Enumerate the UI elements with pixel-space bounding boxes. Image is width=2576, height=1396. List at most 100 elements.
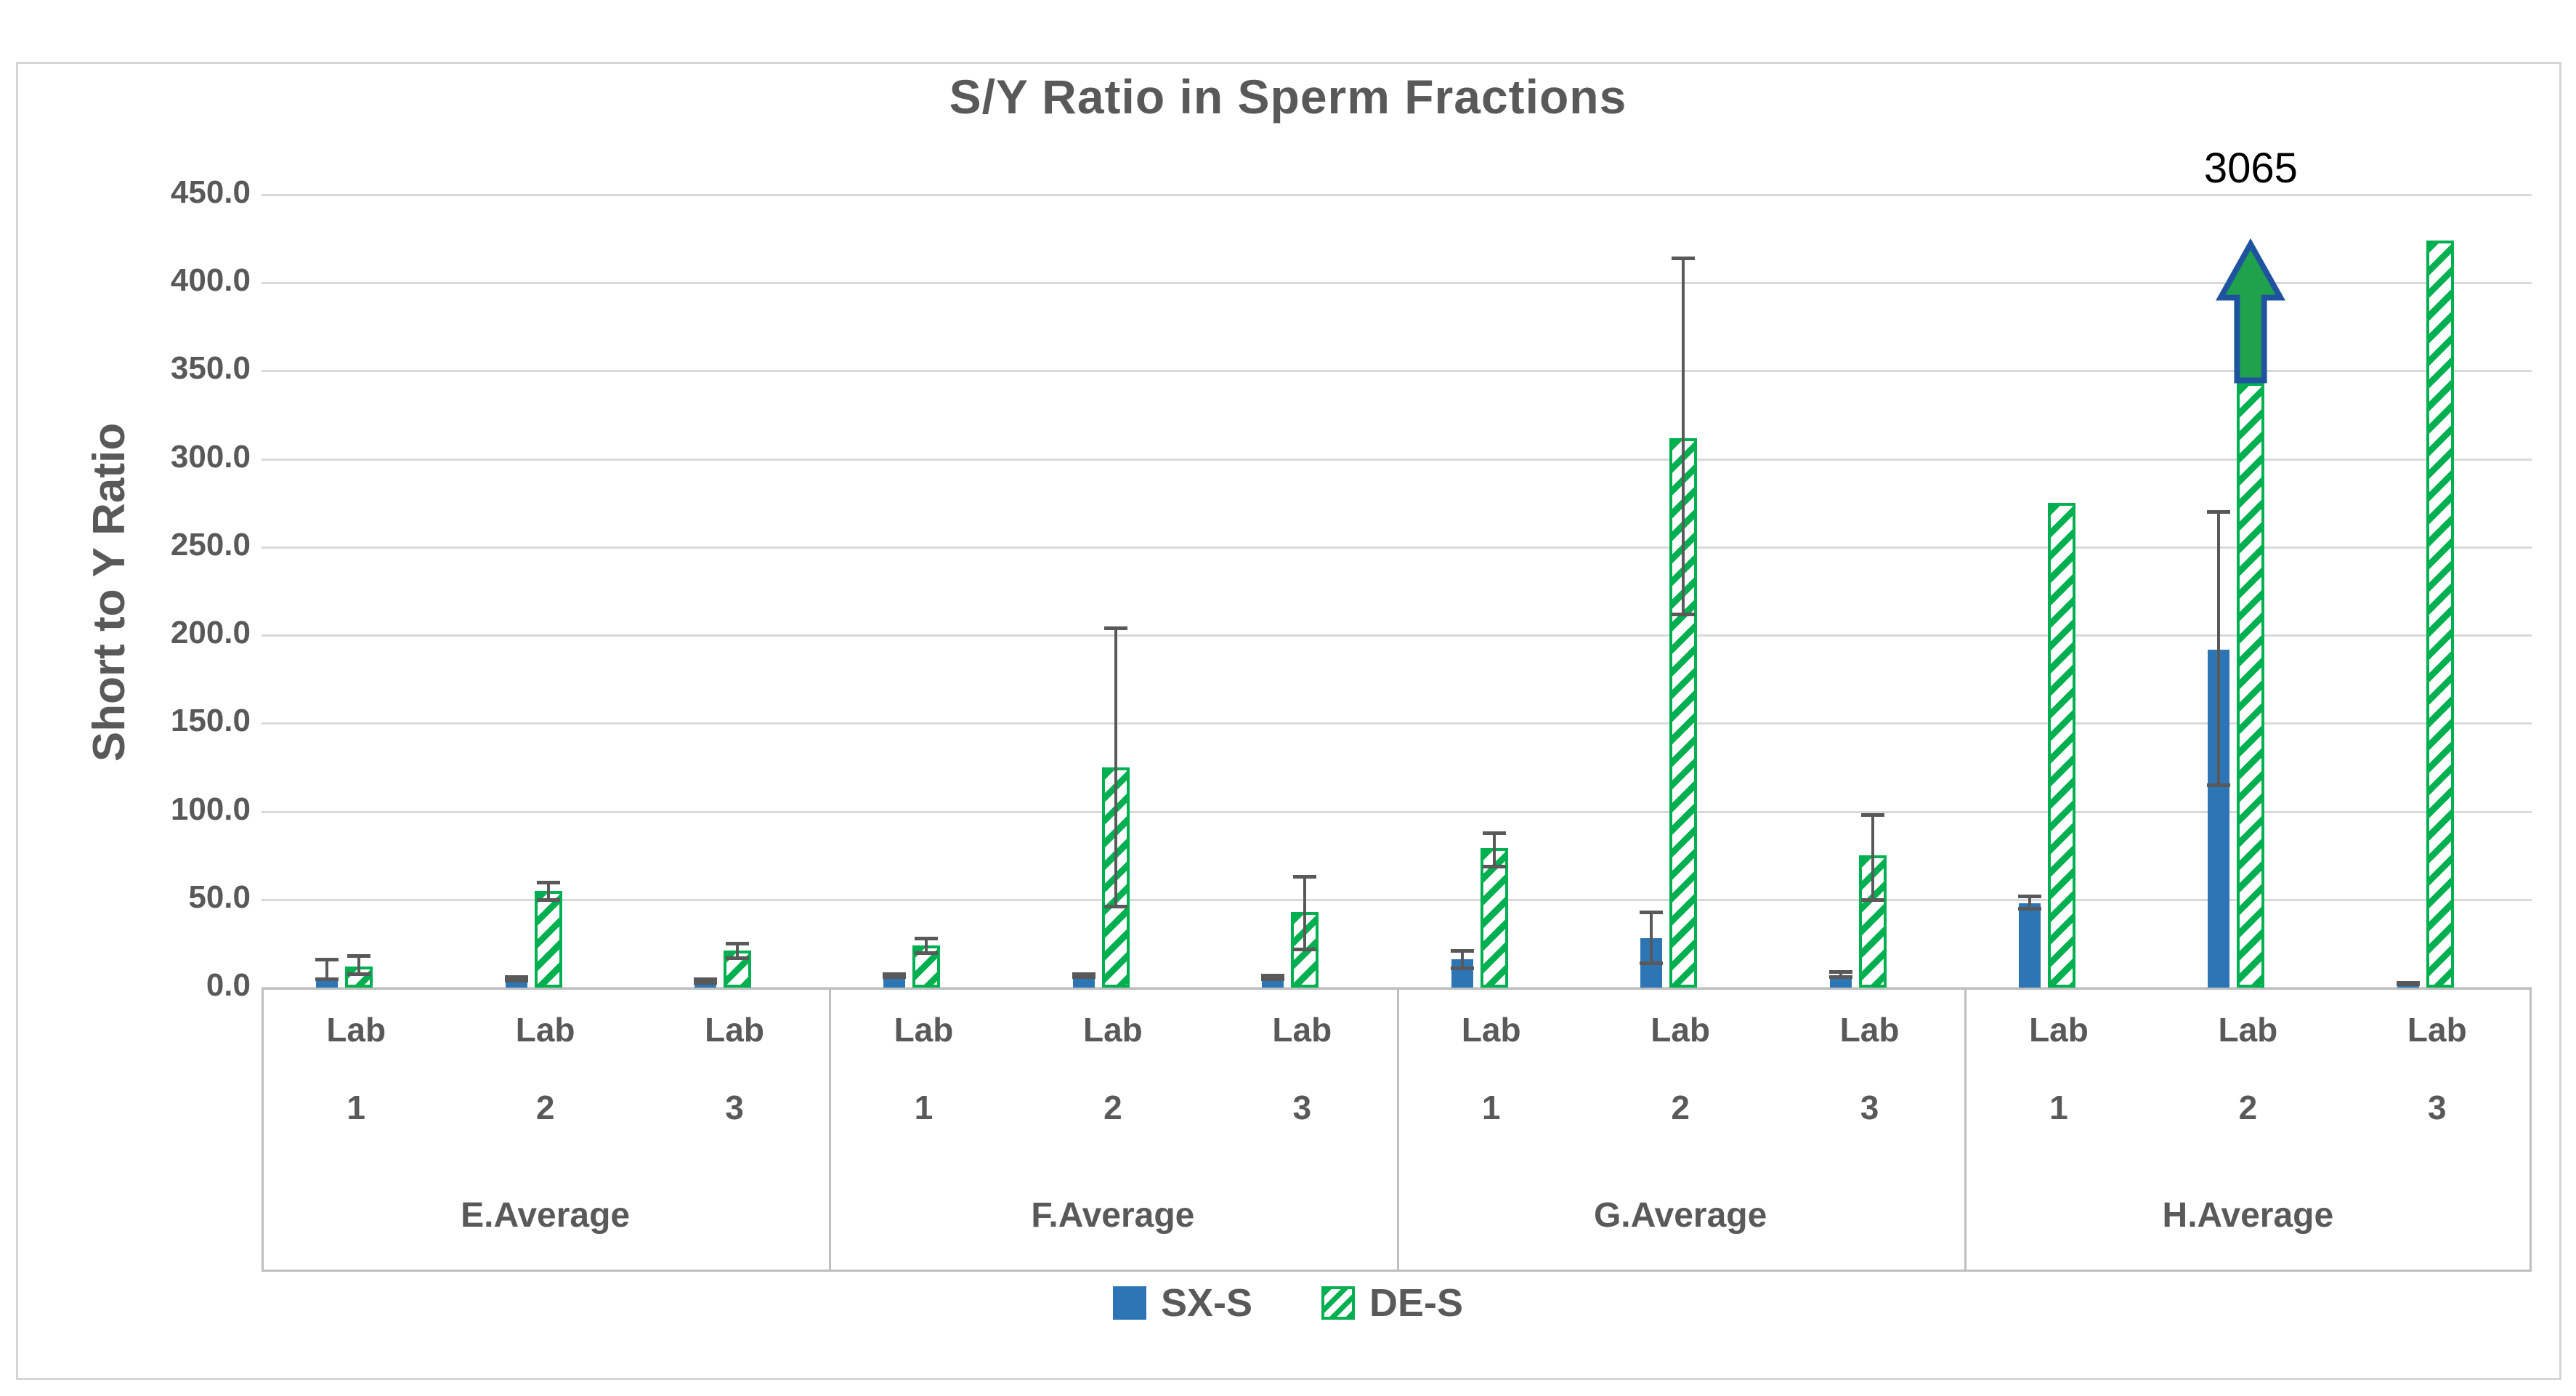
error-bar [1839,972,1842,977]
error-bar-cap [1450,949,1474,953]
group-label: E.Average [461,1196,631,1235]
group-divider [829,988,832,1272]
bar-de-s [1480,848,1508,988]
bar-sx-s [1072,977,1095,988]
bar-sx-s [316,980,339,988]
error-bar-cap [1828,975,1852,980]
error-bar-cap [504,979,528,983]
lab-label: Lab 1 [1461,1011,1521,1126]
y-tick-label: 250.0 [170,526,251,562]
group-label: F.Average [1031,1196,1195,1235]
lab-label: Lab 2 [515,1011,575,1126]
de-s-swatch-icon [1321,1286,1356,1320]
gridline [262,458,2532,461]
error-bar-cap [1072,972,1095,976]
error-bar-cap [347,954,371,959]
error-bar-cap [726,956,750,960]
error-bar [325,959,329,979]
chart-title: S/Y Ratio in Sperm Fractions [949,70,1627,124]
error-bar-cap [1640,961,1664,966]
y-tick-label: 150.0 [170,703,251,739]
lab-label: Lab 3 [705,1011,764,1126]
legend-item-de-s: DE-S [1321,1280,1463,1326]
error-bar-cap [1450,967,1474,971]
lab-label: Lab 2 [2218,1011,2278,1126]
error-bar [1650,911,1653,964]
error-bar-cap [915,937,939,941]
error-bar-cap [1103,626,1127,631]
error-bar-cap [1072,975,1095,980]
error-bar-cap [694,980,718,985]
error-bar-cap [2017,906,2041,911]
error-bar-cap [883,975,907,980]
legend-label-de-s: DE-S [1369,1281,1464,1325]
y-tick-label: 0.0 [206,967,251,1003]
error-bar-cap [1672,257,1696,261]
legend-item-sx-s: SX-S [1112,1280,1253,1326]
bar-sx-s [694,982,717,988]
sx-s-swatch-icon [1112,1286,1146,1320]
off-scale-value-label: 3065 [2203,145,2298,192]
bar-sx-s [883,977,906,988]
chart-frame [16,62,2561,1380]
gridline [262,546,2532,549]
off-scale-arrow-icon [2216,238,2286,384]
y-tick-label: 350.0 [170,350,251,387]
error-bar-cap [2207,510,2231,515]
error-bar-cap [726,942,750,946]
group-divider [1396,988,1399,1272]
lab-label: Lab 3 [1272,1011,1332,1126]
error-bar-cap [694,977,718,981]
y-tick-label: 50.0 [188,879,251,915]
bar-de-s [2426,241,2454,988]
bar-de-s [2047,503,2075,988]
gridline [262,810,2532,813]
group-label: H.Average [2162,1196,2334,1235]
error-bar-cap [883,972,907,976]
error-bar-cap [1293,947,1317,951]
error-bar-cap [1828,970,1852,975]
y-tick-label: 300.0 [170,438,251,475]
error-bar [2028,895,2031,908]
group-divider [1964,988,1967,1272]
gridline [262,282,2532,285]
lab-label: Lab 3 [2407,1011,2467,1126]
y-tick-label: 200.0 [170,615,251,651]
lab-label: Lab 1 [326,1011,386,1126]
error-bar-cap [1103,905,1127,909]
error-bar-cap [1672,613,1696,617]
error-bar-cap [347,972,371,976]
legend-label-sx-s: SX-S [1160,1281,1253,1325]
error-bar [357,956,361,974]
gridline [262,634,2532,637]
error-bar-cap [2017,894,2041,898]
gridline [262,898,2532,901]
error-bar-cap [2396,983,2420,987]
error-bar-cap [2207,783,2231,788]
error-bar-cap [1640,910,1664,914]
error-bar-cap [915,951,939,955]
y-tick-label: 100.0 [170,791,251,827]
legend: SX-S DE-S [0,1280,2576,1326]
lab-label: Lab 2 [1082,1011,1143,1126]
error-bar-cap [504,975,528,980]
error-bar-cap [1293,875,1317,879]
error-bar [736,943,740,958]
bar-de-s [534,890,562,988]
error-bar-cap [315,977,339,981]
error-bar [2217,512,2221,786]
lab-label: Lab 3 [1839,1011,1900,1126]
gridline [262,722,2532,725]
lab-label: Lab 1 [894,1011,954,1126]
group-label: G.Average [1593,1196,1767,1235]
error-bar [1492,832,1496,866]
error-bar [546,881,550,900]
error-bar [1114,628,1117,907]
error-bar-cap [536,897,560,902]
error-bar [925,938,928,953]
gridline [262,194,2532,196]
error-bar [1682,258,1685,614]
lab-label: Lab 1 [2029,1011,2089,1126]
error-bar [1871,815,1874,900]
